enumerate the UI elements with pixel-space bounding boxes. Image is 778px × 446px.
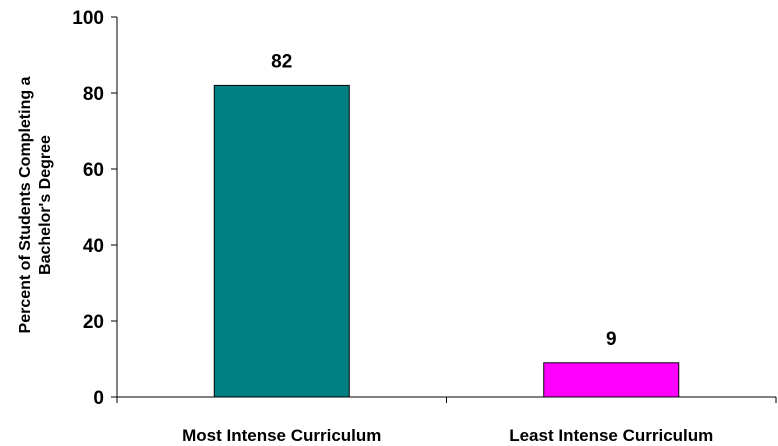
y-axis-label-line-1: Percent of Students Completing a xyxy=(17,76,34,333)
y-tick-label: 100 xyxy=(72,8,104,29)
y-axis-label-line-2: Bachelor's Degree xyxy=(37,135,54,275)
bar xyxy=(543,362,680,398)
bar xyxy=(213,84,350,398)
y-tick-label: 60 xyxy=(83,160,104,181)
y-tick-label: 40 xyxy=(83,236,104,257)
plot-area: 0 20 40 60 80 100 82 Most Intense Curriculum 9 Le… xyxy=(72,8,777,445)
x-category-label: Most Intense Curriculum xyxy=(182,426,381,445)
data-label: 82 xyxy=(271,51,292,72)
y-tick-label: 20 xyxy=(83,312,104,333)
y-axis-label: Percent of Students Completing a Bachelo… xyxy=(17,76,54,333)
y-tick-label: 0 xyxy=(93,388,104,409)
data-label: 9 xyxy=(606,329,617,350)
y-tick-label: 80 xyxy=(83,84,104,105)
x-category-label: Least Intense Curriculum xyxy=(509,426,713,445)
